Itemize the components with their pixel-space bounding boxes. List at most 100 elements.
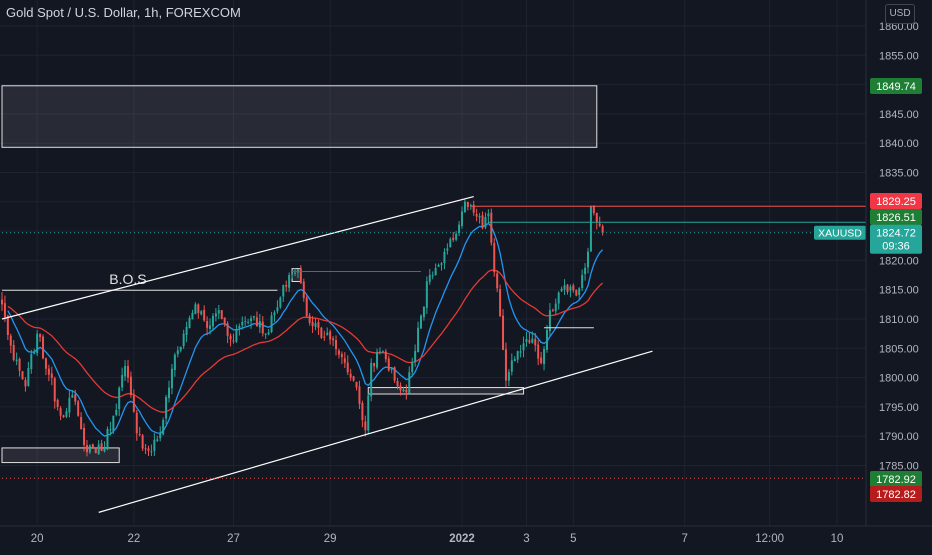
price-tag-label: 1826.51 xyxy=(876,212,916,224)
candle xyxy=(203,309,206,321)
candle xyxy=(153,439,156,451)
price-tag xyxy=(870,78,922,94)
zone-box[interactable] xyxy=(1,85,598,148)
candle xyxy=(537,344,540,359)
candle xyxy=(244,321,247,323)
candle xyxy=(217,310,220,314)
candle xyxy=(115,409,118,415)
candle xyxy=(463,201,466,213)
candle xyxy=(209,325,212,329)
zone-box[interactable] xyxy=(367,387,525,395)
candle xyxy=(361,402,364,421)
candle xyxy=(88,445,91,453)
channel-lower-line[interactable] xyxy=(98,350,653,513)
candle xyxy=(100,443,103,451)
symbol-tag-label: XAUUSD xyxy=(818,228,862,240)
candle xyxy=(417,327,420,353)
candle xyxy=(396,380,399,387)
candle xyxy=(264,333,267,335)
time-tick-label: 22 xyxy=(127,533,140,545)
price-axis[interactable]: 1785.00 1790.00 1795.00 1800.00 1805.00 1810.… xyxy=(865,0,932,550)
price-tick-label: 1860.00 xyxy=(879,21,919,33)
price-tick-label: 1855.00 xyxy=(879,50,919,62)
price-tick-label: 1815.00 xyxy=(879,285,919,297)
drawing-lines[interactable]: B.O.S XAUUSD xyxy=(1,195,866,513)
candle xyxy=(411,361,414,373)
zone-box[interactable] xyxy=(291,268,302,282)
candle xyxy=(18,358,21,371)
symbol-tag xyxy=(814,225,866,240)
candle xyxy=(42,336,45,359)
candle xyxy=(376,351,379,368)
candle xyxy=(490,212,493,243)
candle xyxy=(124,365,127,377)
candle xyxy=(36,333,39,354)
candle xyxy=(516,351,519,360)
candle xyxy=(402,389,405,391)
candle xyxy=(566,284,569,292)
candle xyxy=(475,214,478,217)
candle xyxy=(548,310,551,332)
candle xyxy=(443,251,446,264)
candle xyxy=(85,445,88,453)
candle xyxy=(551,309,554,311)
candle xyxy=(156,439,159,441)
candle xyxy=(27,368,30,386)
candle xyxy=(589,206,592,252)
candle xyxy=(223,317,226,324)
candle xyxy=(30,354,33,370)
candle xyxy=(138,434,141,436)
time-axis[interactable]: 20 22 27 29 2022 3 5 7 12:00 10 xyxy=(0,525,932,550)
time-tick-label: 29 xyxy=(324,533,337,545)
candle xyxy=(355,381,358,388)
candle xyxy=(47,368,50,375)
candle xyxy=(226,323,229,336)
time-tick-label: 7 xyxy=(681,533,687,545)
price-tick-label: 1790.00 xyxy=(879,431,919,443)
candle xyxy=(519,351,522,353)
candle xyxy=(103,448,106,452)
candle xyxy=(291,273,294,275)
candle xyxy=(446,248,449,251)
candle xyxy=(24,379,27,387)
candle xyxy=(132,395,135,412)
price-tick-label: 1820.00 xyxy=(879,255,919,267)
candle xyxy=(15,359,18,362)
candle xyxy=(560,288,563,292)
candle xyxy=(44,358,47,369)
candle xyxy=(94,447,97,454)
candle xyxy=(185,326,188,336)
candle xyxy=(563,285,566,290)
candle xyxy=(431,275,434,277)
candle xyxy=(323,336,326,338)
candle xyxy=(170,368,173,389)
symbol-title: Gold Spot / U.S. Dollar, 1h, FOREXCOM xyxy=(6,5,241,20)
candle xyxy=(461,211,464,226)
time-axis-bg xyxy=(0,526,866,550)
candle xyxy=(329,331,332,340)
candle xyxy=(452,237,455,240)
candle xyxy=(294,272,296,274)
candle xyxy=(335,340,338,350)
candle xyxy=(285,285,288,287)
candle xyxy=(399,385,402,391)
candle xyxy=(200,311,203,315)
candle xyxy=(466,201,469,207)
candle xyxy=(595,212,598,223)
candle xyxy=(65,411,68,417)
candle xyxy=(141,435,144,449)
candle xyxy=(487,213,490,217)
candle xyxy=(299,268,302,283)
candle xyxy=(168,387,171,399)
channel-upper-line[interactable] xyxy=(1,195,474,320)
candle xyxy=(378,351,381,353)
candle xyxy=(255,317,258,327)
candle xyxy=(481,215,484,229)
candle xyxy=(3,303,6,317)
currency-button[interactable]: USD xyxy=(885,4,915,24)
candle xyxy=(393,367,396,381)
candle xyxy=(273,312,276,316)
drawing-boxes[interactable] xyxy=(1,85,598,464)
